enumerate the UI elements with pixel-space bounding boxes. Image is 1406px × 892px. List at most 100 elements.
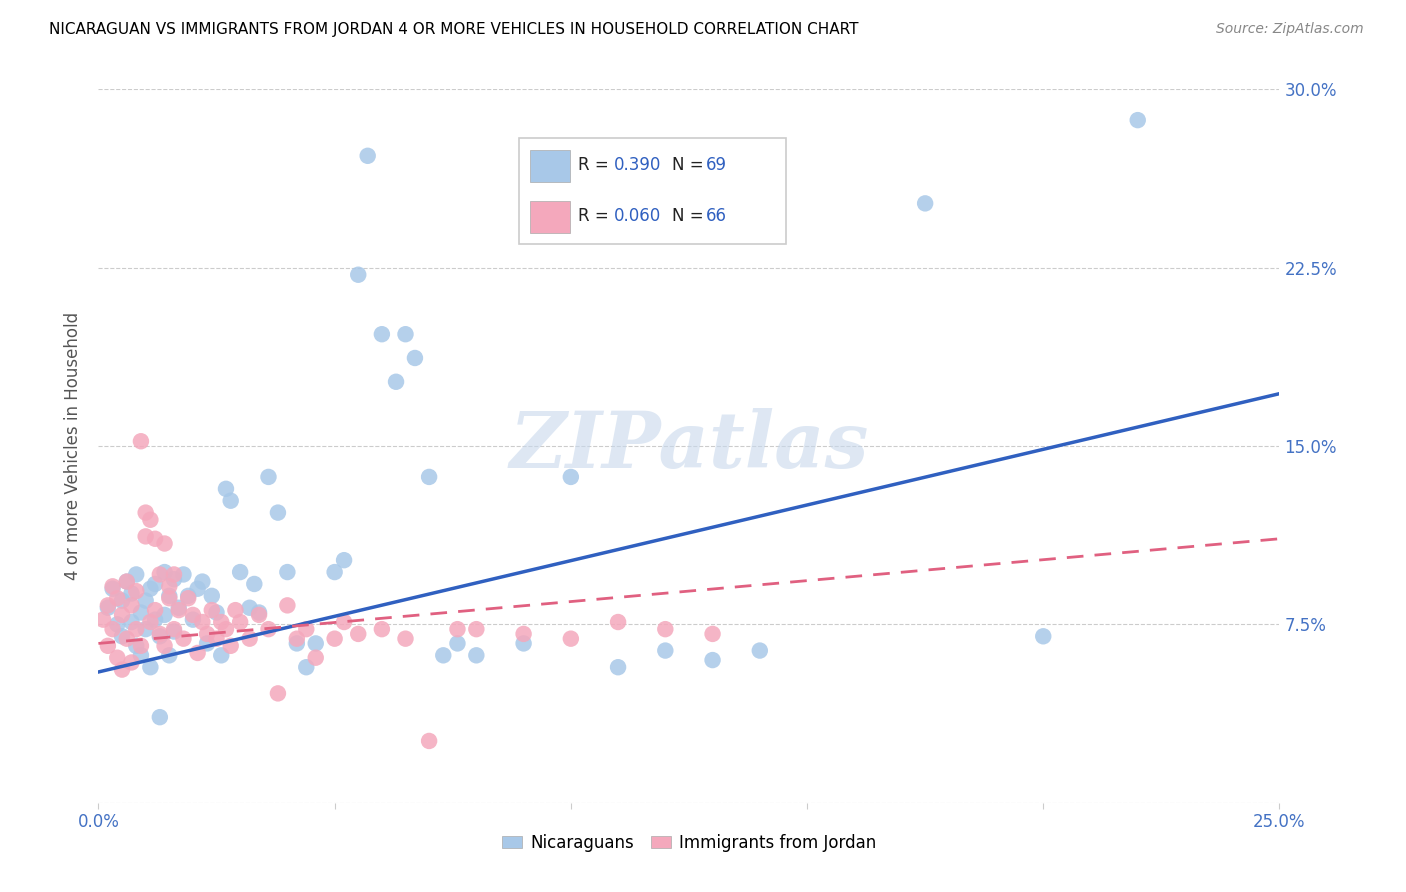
Point: [181, 613, 204, 627]
Point: [135, 506, 157, 520]
Point: [702, 627, 724, 641]
Point: [394, 632, 416, 646]
Point: [239, 632, 262, 646]
Point: [201, 603, 224, 617]
Y-axis label: 4 or more Vehicles in Household: 4 or more Vehicles in Household: [65, 312, 83, 580]
Point: [247, 607, 270, 622]
Point: [149, 710, 172, 724]
Text: N =: N =: [672, 156, 710, 174]
Point: [111, 663, 134, 677]
Point: [167, 603, 190, 617]
Point: [139, 660, 162, 674]
Point: [191, 615, 214, 629]
Point: [215, 482, 238, 496]
Point: [181, 607, 204, 622]
Point: [219, 639, 242, 653]
Point: [257, 622, 280, 636]
Text: 0.390: 0.390: [614, 156, 661, 174]
Point: [195, 627, 218, 641]
Text: R =: R =: [578, 207, 614, 225]
Point: [512, 627, 534, 641]
Point: [418, 734, 440, 748]
Point: [125, 567, 148, 582]
Point: [157, 579, 180, 593]
Point: [243, 577, 266, 591]
Point: [702, 653, 724, 667]
Point: [371, 327, 394, 342]
Point: [239, 600, 262, 615]
FancyBboxPatch shape: [530, 150, 569, 182]
Point: [125, 622, 148, 636]
Point: [914, 196, 936, 211]
Point: [121, 656, 143, 670]
Point: [607, 660, 630, 674]
Point: [172, 567, 194, 582]
Text: ZIPatlas: ZIPatlas: [509, 408, 869, 484]
Point: [172, 632, 194, 646]
Point: [465, 622, 488, 636]
Point: [560, 632, 582, 646]
Point: [247, 606, 270, 620]
Point: [177, 591, 200, 606]
Point: [139, 582, 162, 596]
Point: [139, 615, 162, 629]
Point: [135, 529, 157, 543]
Text: 69: 69: [706, 156, 727, 174]
Point: [305, 650, 328, 665]
Point: [267, 506, 290, 520]
Point: [143, 577, 166, 591]
Point: [129, 639, 152, 653]
Point: [121, 615, 143, 629]
Point: [404, 351, 426, 365]
Point: [654, 643, 676, 657]
Point: [257, 470, 280, 484]
Point: [276, 599, 298, 613]
Point: [209, 615, 232, 629]
Point: [163, 572, 186, 586]
Legend: Nicaraguans, Immigrants from Jordan: Nicaraguans, Immigrants from Jordan: [495, 828, 883, 859]
Point: [446, 622, 468, 636]
Point: [143, 532, 166, 546]
Point: [163, 567, 186, 582]
Text: Source: ZipAtlas.com: Source: ZipAtlas.com: [1216, 22, 1364, 37]
Text: N =: N =: [672, 207, 710, 225]
Point: [195, 636, 218, 650]
Point: [125, 639, 148, 653]
Point: [347, 268, 370, 282]
Point: [129, 606, 152, 620]
Point: [91, 613, 114, 627]
Point: [139, 513, 162, 527]
Point: [163, 624, 186, 639]
Point: [157, 648, 180, 663]
Point: [97, 599, 120, 613]
Point: [125, 584, 148, 599]
Point: [432, 648, 454, 663]
Point: [295, 622, 318, 636]
Point: [347, 627, 370, 641]
Point: [97, 639, 120, 653]
Point: [163, 622, 186, 636]
Point: [267, 686, 290, 700]
Point: [115, 574, 138, 589]
Point: [135, 593, 157, 607]
Point: [111, 607, 134, 622]
Point: [394, 327, 416, 342]
Point: [153, 607, 176, 622]
Point: [1032, 629, 1054, 643]
Point: [371, 622, 394, 636]
Point: [191, 574, 214, 589]
Point: [201, 589, 224, 603]
Point: [654, 622, 676, 636]
Point: [285, 632, 308, 646]
Point: [105, 650, 128, 665]
Point: [215, 622, 238, 636]
Point: [111, 629, 134, 643]
Point: [418, 470, 440, 484]
Point: [229, 615, 252, 629]
Point: [748, 643, 770, 657]
Point: [97, 600, 120, 615]
Point: [305, 636, 328, 650]
Point: [333, 553, 356, 567]
Point: [167, 600, 190, 615]
Point: [121, 599, 143, 613]
